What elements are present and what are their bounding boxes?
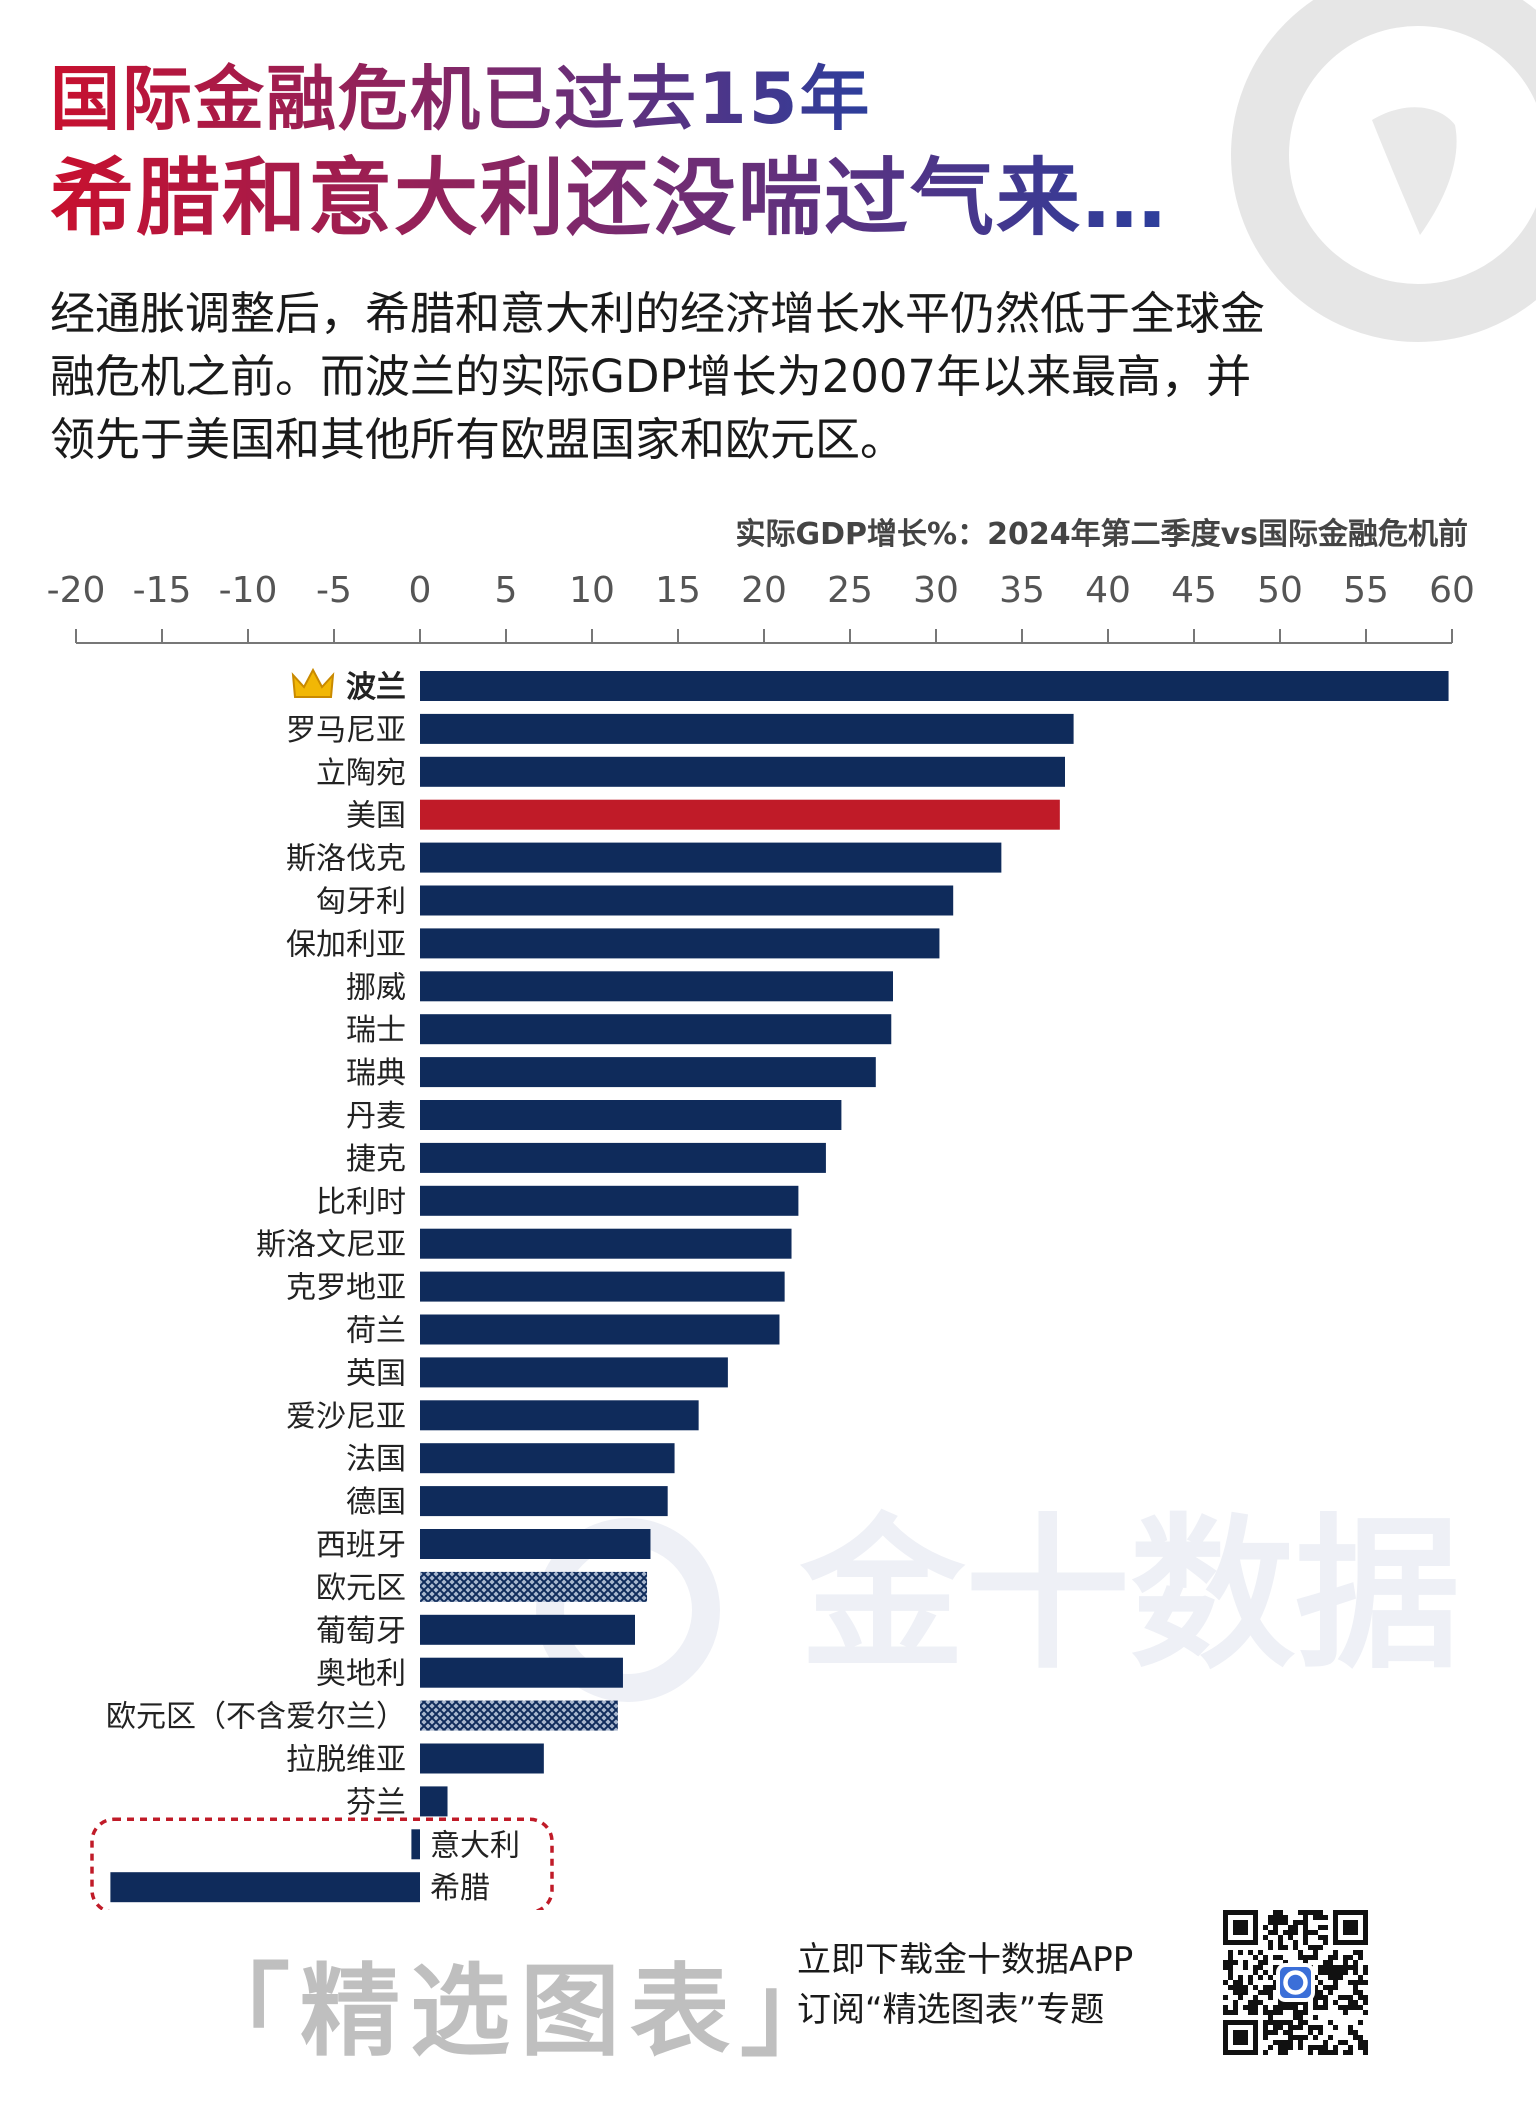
x-axis: -20 -15 -10 -5 0 5 10 15 20 25 30 35 40 45 50 55 60 xyxy=(47,570,1475,644)
category-label: 芬兰 xyxy=(346,1785,406,1820)
x-tick-label: -5 xyxy=(316,570,352,611)
x-tick-label: 30 xyxy=(913,570,959,611)
category-label: 奥地利 xyxy=(316,1657,406,1692)
category-label: 荷兰 xyxy=(346,1314,406,1349)
category-label: 爱沙尼亚 xyxy=(286,1399,406,1434)
category-label: 瑞典 xyxy=(346,1056,406,1091)
bar xyxy=(420,1228,792,1259)
category-label: 欧元区（不含爱尔兰） xyxy=(106,1700,406,1735)
description-text: 经通胀调整后，希腊和意大利的经济增长水平仍然低于全球金融危机之前。而波兰的实际G… xyxy=(50,287,1266,466)
bar xyxy=(420,1529,651,1559)
crown-icon xyxy=(291,667,335,698)
bar xyxy=(420,756,1065,787)
x-tick-label: 5 xyxy=(495,570,518,611)
cta-line-1: 立即下载金十数据APP xyxy=(797,1940,1134,1980)
bar xyxy=(420,799,1060,830)
category-label: 德国 xyxy=(346,1485,406,1520)
x-tick-label: 40 xyxy=(1085,570,1131,611)
watermark-text: 金十数据 xyxy=(799,1499,1460,1691)
category-label: 捷克 xyxy=(346,1142,406,1177)
bar xyxy=(420,928,940,959)
bar xyxy=(420,1142,826,1173)
category-labels: 波兰罗马尼亚立陶宛美国斯洛伐克匈牙利保加利亚挪威瑞士瑞典丹麦捷克比利时斯洛文尼亚… xyxy=(106,667,520,1906)
x-tick-label: 15 xyxy=(655,570,701,611)
category-label: 匈牙利 xyxy=(316,885,406,920)
category-label: 葡萄牙 xyxy=(316,1614,406,1649)
bar xyxy=(420,1014,892,1045)
bar xyxy=(420,1100,842,1130)
bar xyxy=(420,1185,799,1216)
bar xyxy=(420,1614,635,1645)
gdp-bar-chart: 实际GDP增长%：2024年第二季度vs国际金融危机前 金十数据 -20 -15-… xyxy=(47,517,1475,1910)
bar xyxy=(411,1829,420,1860)
bar xyxy=(420,842,1002,873)
category-label: 美国 xyxy=(346,799,406,834)
bar xyxy=(420,1786,448,1817)
category-label: 斯洛文尼亚 xyxy=(256,1228,406,1263)
x-tick-label: -15 xyxy=(133,570,192,611)
bar xyxy=(420,1271,785,1302)
bar xyxy=(420,971,893,1002)
headline-line-1: 国际金融危机已过去15年 xyxy=(50,54,871,144)
bar xyxy=(420,1400,699,1431)
category-label: 希腊 xyxy=(430,1871,490,1906)
bar xyxy=(420,671,1449,701)
headline-line-2: 希腊和意大利还没喘过气来… xyxy=(50,149,1169,247)
x-tick-label: -10 xyxy=(219,570,278,611)
category-label: 意大利 xyxy=(430,1828,520,1863)
bar xyxy=(420,1700,618,1731)
chart-title: 实际GDP增长%：2024年第二季度vs国际金融危机前 xyxy=(736,517,1468,552)
bar xyxy=(420,1657,623,1688)
category-label: 西班牙 xyxy=(316,1528,406,1563)
x-tick-label: 25 xyxy=(827,570,873,611)
bar xyxy=(420,1357,728,1388)
x-tick-label: 60 xyxy=(1429,570,1475,611)
category-label: 挪威 xyxy=(346,970,406,1005)
cta-line-2: 订阅“精选图表”专题 xyxy=(797,1990,1105,2030)
bars xyxy=(90,671,1449,1910)
category-label: 波兰 xyxy=(346,670,406,705)
bar xyxy=(420,1486,668,1517)
bar xyxy=(420,885,954,916)
category-label: 比利时 xyxy=(316,1185,406,1220)
x-tick-label: 45 xyxy=(1171,570,1217,611)
x-tick-label: 0 xyxy=(409,570,432,611)
category-label: 罗马尼亚 xyxy=(286,713,406,748)
bar xyxy=(420,1571,648,1602)
category-label: 拉脱维亚 xyxy=(286,1743,406,1778)
x-tick-label: 50 xyxy=(1257,570,1303,611)
bar xyxy=(420,1057,876,1088)
bar xyxy=(420,1443,675,1474)
category-label: 法国 xyxy=(346,1442,406,1477)
category-label: 立陶宛 xyxy=(316,756,406,791)
bar xyxy=(420,1743,544,1774)
category-label: 克罗地亚 xyxy=(286,1271,406,1306)
category-label: 保加利亚 xyxy=(286,927,406,962)
x-tick-label: 20 xyxy=(741,570,787,611)
watermark: 金十数据 xyxy=(536,1499,1460,1702)
category-label: 欧元区 xyxy=(316,1571,406,1606)
download-cta[interactable]: 立即下载金十数据APP 订阅“精选图表”专题 xyxy=(797,1935,1133,2035)
x-tick-label: 35 xyxy=(999,570,1045,611)
bar xyxy=(420,1314,780,1345)
bar xyxy=(420,713,1074,744)
category-label: 丹麦 xyxy=(346,1099,406,1134)
x-tick-label: 55 xyxy=(1343,570,1389,611)
category-label: 英国 xyxy=(346,1356,406,1391)
featured-charts-title: 「精选图表」 xyxy=(190,1953,850,2070)
category-label: 瑞士 xyxy=(346,1013,406,1048)
bar xyxy=(110,1872,421,1903)
annotation-box xyxy=(90,1817,554,1910)
x-tick-label: 10 xyxy=(569,570,615,611)
qr-code-icon[interactable] xyxy=(1218,1905,1373,2060)
category-label: 斯洛伐克 xyxy=(286,842,406,877)
x-tick-label: -20 xyxy=(47,570,106,611)
